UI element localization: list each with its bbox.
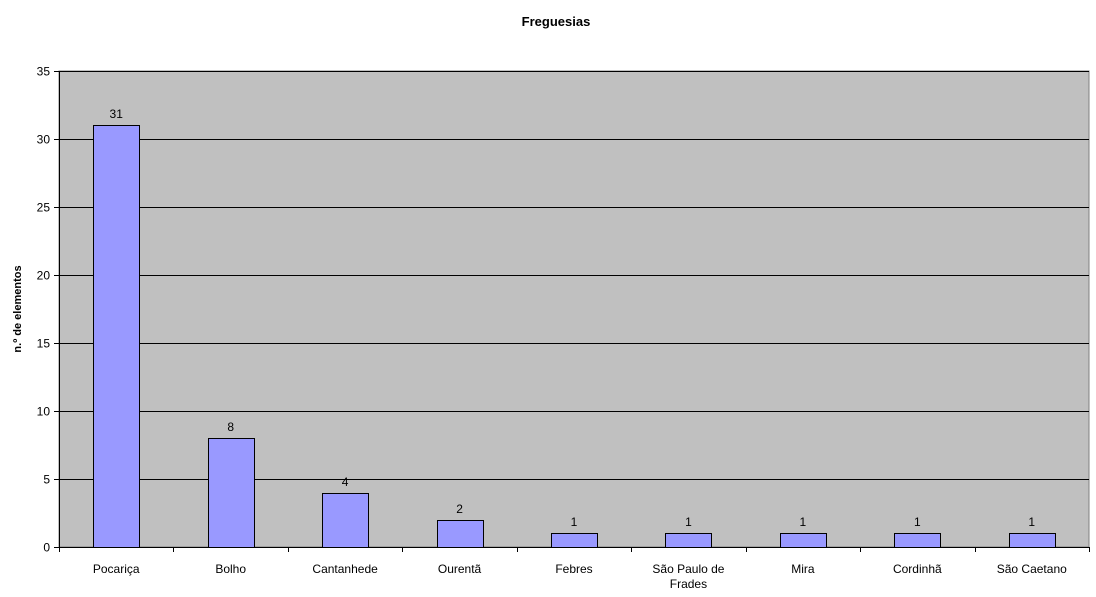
x-tick-label-line: Cordinhã — [893, 562, 942, 576]
data-label: 1 — [914, 515, 921, 529]
x-tick-label: Mira — [791, 562, 815, 576]
y-tick-label: 0 — [43, 541, 50, 555]
y-tick-label: 25 — [37, 201, 51, 215]
data-label: 1 — [1028, 515, 1035, 529]
data-label: 2 — [456, 502, 463, 516]
data-label: 8 — [227, 420, 234, 434]
y-tick-label: 15 — [37, 337, 51, 351]
bar — [1009, 533, 1056, 548]
x-tick-label: Cantanhede — [312, 562, 378, 576]
bar — [551, 533, 598, 548]
x-tick-label: São Paulo de Frades — [652, 562, 724, 591]
x-tick-label-line: Frades — [670, 577, 707, 591]
x-tick-label: São Caetano — [997, 562, 1067, 576]
x-tick-label: Cordinhã — [893, 562, 942, 576]
chart-title: Freguesias — [522, 14, 591, 29]
x-tick-label-line: Ourentã — [438, 562, 482, 576]
x-tick-label-line: São Paulo de — [652, 562, 724, 576]
x-tick-label-line: Mira — [791, 562, 815, 576]
data-label: 1 — [800, 515, 807, 529]
bar — [322, 493, 369, 548]
x-tick-label: Pocariça — [93, 562, 140, 576]
x-tick-label-line: Pocariça — [93, 562, 140, 576]
x-tick-label: Bolho — [215, 562, 246, 576]
x-tick-label-line: Febres — [555, 562, 592, 576]
x-tick-label-line: Bolho — [215, 562, 246, 576]
data-label: 4 — [342, 475, 349, 489]
x-tick-label: Febres — [555, 562, 592, 576]
y-axis-title: n.º de elementos — [12, 265, 24, 352]
bar — [665, 533, 712, 548]
y-tick-label: 30 — [37, 133, 51, 147]
bar — [208, 438, 255, 548]
data-label: 1 — [685, 515, 692, 529]
x-tick-label-line: Cantanhede — [312, 562, 378, 576]
bar — [437, 520, 484, 548]
y-tick-label: 20 — [37, 269, 51, 283]
x-tick-label-line: São Caetano — [997, 562, 1067, 576]
y-tick-label: 5 — [43, 473, 50, 487]
bar — [93, 125, 140, 548]
bar — [894, 533, 941, 548]
bar — [780, 533, 827, 548]
data-label: 31 — [110, 107, 124, 121]
y-tick-label: 10 — [37, 405, 51, 419]
x-tick-label: Ourentã — [438, 562, 482, 576]
y-tick-label: 35 — [37, 65, 51, 79]
data-label: 1 — [571, 515, 578, 529]
